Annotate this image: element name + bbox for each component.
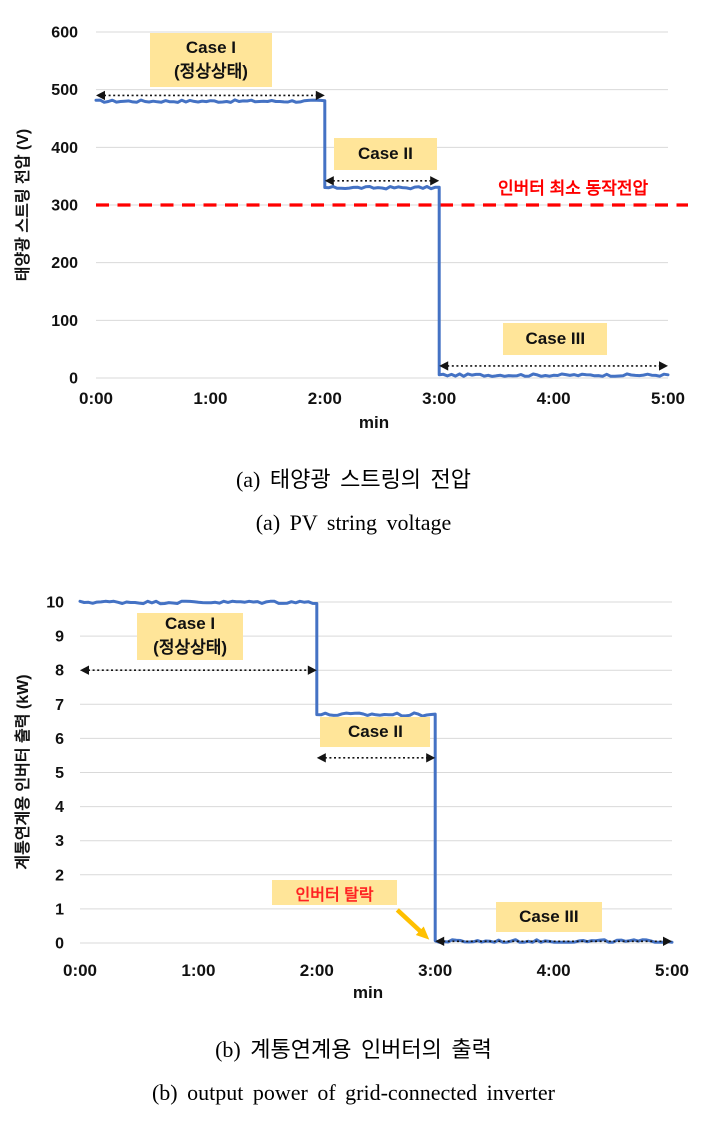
y-axis-title-power: 계통연계용 인버터 출력 (kW) <box>15 674 32 870</box>
arrowhead <box>426 753 436 763</box>
x-tick-label: 2:00 <box>300 961 334 980</box>
arrowhead <box>659 361 668 371</box>
series-line-grid-connected-inverter-output-power <box>78 599 674 944</box>
y-tick-label: 600 <box>51 25 78 42</box>
y-tick-label: 4 <box>55 799 64 816</box>
x-tick-label: 2:00 <box>308 389 342 408</box>
y-tick-label: 5 <box>55 765 64 782</box>
chart-inverter-output: 0 1 2 3 4 5 6 7 8 9 10 0:00 1:00 2:00 3:00 4:00 5:00 min … <box>0 565 707 1015</box>
event-label-box: 인버터 탈락 <box>271 879 398 906</box>
x-tick-label: 5:00 <box>651 389 685 408</box>
series-line-PV-string-voltage <box>94 98 670 378</box>
x-tick-label: 4:00 <box>537 389 571 408</box>
case-label-box-2: Case II <box>320 716 431 747</box>
inverter-output-plot: 0 1 2 3 4 5 6 7 8 9 10 0:00 1:00 2:00 3:00 4:00 5:00 min <box>46 595 689 1003</box>
pv-voltage-plot: 0 100 200 300 400 500 600 0:00 1:00 2:00 3:00 4:00 5… <box>51 25 688 432</box>
case-label-box-1: Case I (정상상태) <box>136 612 244 660</box>
y-axis-title-voltage: 태양광 스트링 전압 (V) <box>15 128 32 282</box>
y-tick-label: 100 <box>51 313 78 330</box>
arrowhead <box>663 936 672 946</box>
y-tick-label: 9 <box>55 629 64 646</box>
y-tick-label: 10 <box>46 595 64 612</box>
y-tick-label: 0 <box>69 371 78 388</box>
arrowhead <box>96 90 105 101</box>
x-axis-title: min <box>359 413 389 432</box>
caption-a: (a) 태양광 스트링의 전압 (a) PV string voltage <box>0 458 707 544</box>
arrowhead <box>80 665 89 675</box>
y-tick-label: 6 <box>55 731 64 748</box>
case-label-box-2: Case II <box>333 138 437 170</box>
x-tick-label: 4:00 <box>537 961 571 980</box>
y-tick-label: 400 <box>51 140 78 157</box>
x-axis-title: min <box>353 983 383 1002</box>
caption-b-korean: (b) 계통연계용 인버터의 출력 <box>215 1037 492 1062</box>
y-tick-label: 300 <box>51 198 78 215</box>
x-tick-label: 0:00 <box>79 389 113 408</box>
dropout-arrow-shaft <box>395 908 426 936</box>
y-tick-label: 3 <box>55 833 64 850</box>
y-tick-label: 0 <box>55 936 64 953</box>
x-tick-label: 3:00 <box>418 961 452 980</box>
arrowhead <box>315 90 325 101</box>
case-label-box-1: Case I (정상상태) <box>149 33 273 88</box>
chart-pv-string-voltage: 0 100 200 300 400 500 600 0:00 1:00 2:00 3:00 4:00 5… <box>0 0 707 445</box>
x-tick-label: 0:00 <box>63 961 97 980</box>
dropout-arrowhead <box>415 926 430 940</box>
x-tick-label: 3:00 <box>422 389 456 408</box>
case-label-box-3: Case III <box>503 323 608 355</box>
x-tick-label: 1:00 <box>193 389 227 408</box>
y-tick-label: 7 <box>55 697 64 714</box>
y-tick-label: 2 <box>55 867 64 884</box>
y-tick-label: 500 <box>51 82 78 99</box>
x-tick-label: 5:00 <box>655 961 689 980</box>
arrowhead <box>316 753 326 763</box>
x-tick-label: 1:00 <box>181 961 215 980</box>
arrowhead <box>307 665 317 675</box>
y-tick-label: 1 <box>55 901 64 918</box>
arrowhead <box>324 176 334 186</box>
caption-a-korean: (a) 태양광 스트링의 전압 <box>235 467 472 492</box>
threshold-label: 인버터 최소 동작전압 <box>497 179 649 199</box>
y-tick-label: 200 <box>51 255 78 272</box>
caption-a-english: (a) PV string voltage <box>255 510 452 535</box>
case-label-box-3: Case III <box>495 902 603 933</box>
caption-b-english: (b) output power of grid-connected inver… <box>151 1080 556 1105</box>
y-tick-label: 8 <box>55 663 64 680</box>
arrowhead <box>435 936 445 946</box>
arrowhead <box>430 176 440 186</box>
arrowhead <box>439 361 449 371</box>
caption-b: (b) 계통연계용 인버터의 출력 (b) output power of gr… <box>0 1028 707 1114</box>
